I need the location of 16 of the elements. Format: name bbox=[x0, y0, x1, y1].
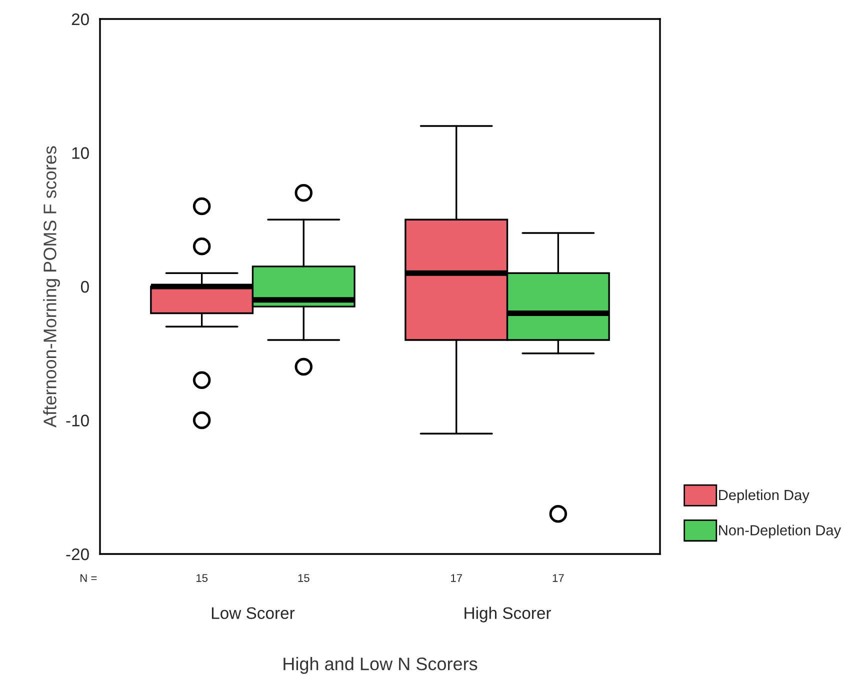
y-tick-label: 20 bbox=[72, 13, 89, 26]
legend-label: Non-Depletion Day bbox=[719, 524, 842, 538]
y-axis-title: Afternoon-Morning POMS F scores bbox=[43, 146, 60, 428]
y-tick-label: -20 bbox=[66, 548, 89, 560]
text: 17 bbox=[552, 574, 564, 582]
legend-label: Depletion Day bbox=[719, 489, 810, 504]
text: 15 bbox=[298, 574, 310, 582]
y-tick-label: 0 bbox=[80, 280, 89, 293]
y-tick-label: -10 bbox=[66, 414, 89, 426]
x-tick-label: Low Scorer bbox=[212, 607, 295, 620]
text: 17 bbox=[451, 574, 462, 582]
x-tick-label: High Scorer bbox=[464, 606, 551, 622]
text: 15 bbox=[196, 574, 208, 582]
x-axis-title: High and Low N Scorers bbox=[284, 657, 478, 674]
text: N = bbox=[80, 574, 97, 582]
y-tick-label: 10 bbox=[72, 147, 89, 159]
